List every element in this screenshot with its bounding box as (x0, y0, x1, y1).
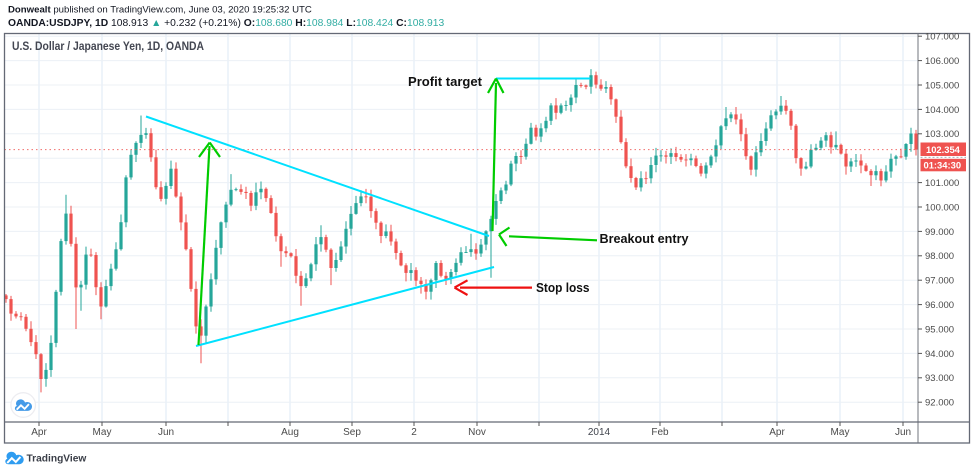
svg-text:Feb: Feb (651, 427, 669, 438)
svg-text:92.000: 92.000 (925, 398, 954, 409)
svg-text:TradingView: TradingView (27, 454, 87, 465)
svg-text:Apr: Apr (769, 427, 785, 438)
svg-text:105.000: 105.000 (925, 80, 959, 91)
svg-text:100.000: 100.000 (925, 202, 959, 213)
svg-text:93.000: 93.000 (925, 373, 954, 384)
svg-text:98.000: 98.000 (925, 251, 954, 262)
svg-text:106.000: 106.000 (925, 56, 959, 67)
svg-text:OANDA:USDJPY, 1D 108.913 ▲ +0: OANDA:USDJPY, 1D 108.913 ▲ +0.232 (+0.21… (8, 18, 444, 29)
svg-text:Nov: Nov (468, 427, 486, 438)
svg-text:104.000: 104.000 (925, 105, 959, 116)
svg-text:99.000: 99.000 (925, 227, 954, 238)
svg-text:2: 2 (411, 427, 417, 438)
svg-text:2014: 2014 (588, 427, 611, 438)
svg-text:95.000: 95.000 (925, 324, 954, 335)
svg-text:May: May (831, 427, 850, 438)
svg-text:Profit target: Profit target (408, 75, 483, 89)
svg-text:94.000: 94.000 (925, 349, 954, 360)
svg-text:U.S. Dollar / Japanese Yen, 1D: U.S. Dollar / Japanese Yen, 1D, OANDA (12, 41, 204, 53)
svg-text:Apr: Apr (31, 427, 47, 438)
svg-text:Breakout entry: Breakout entry (600, 232, 689, 246)
svg-text:Sep: Sep (343, 427, 361, 438)
svg-text:Stop loss: Stop loss (536, 281, 590, 295)
svg-text:May: May (93, 427, 112, 438)
svg-text:01:34:30: 01:34:30 (924, 160, 962, 171)
svg-text:Donwealt published on TradingV: Donwealt published on TradingView.com, J… (8, 5, 312, 16)
svg-text:97.000: 97.000 (925, 276, 954, 287)
svg-text:96.000: 96.000 (925, 300, 954, 311)
svg-text:107.000: 107.000 (925, 32, 959, 43)
svg-text:Jun: Jun (895, 427, 911, 438)
svg-text:Jun: Jun (158, 427, 174, 438)
svg-text:102.354: 102.354 (926, 144, 961, 155)
svg-text:Aug: Aug (281, 427, 299, 438)
svg-text:101.000: 101.000 (925, 178, 959, 189)
svg-text:103.000: 103.000 (925, 129, 959, 140)
